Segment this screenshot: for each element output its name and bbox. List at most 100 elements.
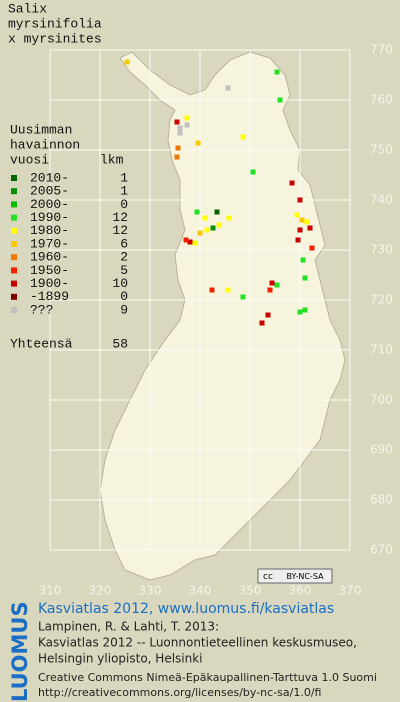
legend-count: 10 xyxy=(112,276,128,291)
occurrence-square xyxy=(267,287,273,293)
occurrence-square xyxy=(240,134,246,140)
occurrence-square xyxy=(259,320,265,326)
legend-swatch xyxy=(11,307,17,313)
legend-label: 1990- xyxy=(30,210,69,225)
x-tick-label: 310 xyxy=(39,584,62,598)
x-tick-label: 370 xyxy=(339,584,362,598)
title: x myrsinites xyxy=(8,31,102,46)
citation: Lampinen, R. & Lahti, T. 2013: xyxy=(38,620,219,634)
occurrence-square xyxy=(192,240,198,246)
cc-badge-text: cc xyxy=(263,572,273,582)
legend-count: 0 xyxy=(120,197,128,212)
grid: 310 320 330 340 350 360 3706706806907007107207… xyxy=(39,43,393,598)
legend-count: 2 xyxy=(120,250,128,265)
title: Salix xyxy=(8,1,47,16)
occurrence-square xyxy=(265,312,271,318)
occurrence-square xyxy=(289,180,295,186)
occurrence-square xyxy=(295,237,301,243)
occurrence-square xyxy=(197,230,203,236)
occurrence-square xyxy=(174,119,180,125)
y-tick-label: 710 xyxy=(370,343,393,357)
citation: Kasviatlas 2012 -- Luonnontieteellinen k… xyxy=(38,636,357,650)
legend-count: 9 xyxy=(120,302,128,317)
total: 58 xyxy=(112,336,128,351)
occurrence-square xyxy=(194,209,200,215)
y-tick-label: 740 xyxy=(370,193,393,207)
y-tick-label: 720 xyxy=(370,293,393,307)
occurrence-square xyxy=(309,245,315,251)
y-tick-label: 730 xyxy=(370,243,393,257)
x-tick-label: 350 xyxy=(239,584,262,598)
occurrence-square xyxy=(274,69,280,75)
legend-count: 1 xyxy=(120,184,128,199)
occurrence-square xyxy=(195,140,201,146)
link: Kasviatlas 2012, www.luomus.fi/kasviatla… xyxy=(38,601,334,617)
legend-swatch xyxy=(11,254,17,261)
legend-label: 1980- xyxy=(30,223,69,238)
legend-heading: vuosi xyxy=(10,152,49,167)
legend-label: 1960- xyxy=(30,250,69,265)
occurrence-square xyxy=(124,59,130,65)
occurrence-square xyxy=(274,282,280,288)
occurrence-square xyxy=(297,309,303,315)
legend-label: 1950- xyxy=(30,263,69,278)
x-tick-label: 360 xyxy=(289,584,312,598)
legend-swatch xyxy=(11,188,17,195)
occurrence-square xyxy=(297,227,303,233)
cc-badge xyxy=(257,568,333,584)
legend-count: 12 xyxy=(112,210,128,225)
legend-label: 1900- xyxy=(30,276,69,291)
legend-count: 6 xyxy=(120,236,128,251)
legend-heading: lkm xyxy=(100,152,124,167)
legend-label: 1970- xyxy=(30,236,69,251)
legend-swatch xyxy=(11,293,17,300)
occurrence-square xyxy=(225,287,231,293)
y-tick-label: 690 xyxy=(370,443,393,457)
occurrence-square xyxy=(297,197,303,203)
legend-count: 12 xyxy=(112,223,128,238)
legend-swatch xyxy=(11,267,17,274)
occurrence-square xyxy=(294,212,300,218)
y-tick-label: 770 xyxy=(370,43,393,57)
legend-count: 0 xyxy=(120,289,128,304)
occurrence-square xyxy=(210,225,216,231)
occurrences xyxy=(124,59,315,326)
occurrence-square xyxy=(240,294,246,300)
x-tick-label: 320 xyxy=(89,584,112,598)
legend-swatch xyxy=(11,201,17,208)
occurrence-square xyxy=(204,227,210,233)
legend-label: -1899 xyxy=(30,289,69,304)
cc-badge-text: BY-NC-SA xyxy=(286,572,324,581)
legend: 2010- 1 2005- 1 2000- 0 1990- 12 1980- 12 1970- 6 19… xyxy=(11,170,128,317)
license: Creative Commons Nimeä-Epäkaupallinen-Ta… xyxy=(38,671,377,684)
occurrence-square xyxy=(226,215,232,221)
finland-outline xyxy=(99,51,346,581)
occurrence-square xyxy=(299,217,305,223)
legend-heading: Uusimman xyxy=(10,122,72,137)
x-tick-label: 330 xyxy=(139,584,162,598)
occurrence-square xyxy=(302,275,308,281)
occurrence-square xyxy=(183,237,189,243)
occurrence-square xyxy=(304,219,310,225)
legend-swatch xyxy=(11,214,17,221)
legend-swatch xyxy=(11,241,17,247)
occurrence-square xyxy=(302,307,308,313)
legend-heading: havainnon xyxy=(10,137,80,152)
legend-swatch xyxy=(11,280,17,287)
occurrence-square xyxy=(187,239,193,245)
occurrence-square xyxy=(174,154,180,160)
occurrence-square xyxy=(177,125,183,131)
y-tick-label: 750 xyxy=(370,143,393,157)
legend-label: 2010- xyxy=(30,170,69,185)
occurrence-square xyxy=(307,225,313,231)
occurrence-square xyxy=(300,257,306,263)
legend-label: 2000- xyxy=(30,197,69,212)
occurrence-square xyxy=(225,85,231,91)
citation: Helsingin yliopisto, Helsinki xyxy=(38,652,203,666)
x-tick-label: 340 xyxy=(189,584,212,598)
y-tick-label: 680 xyxy=(370,493,393,507)
y-tick-label: 670 xyxy=(370,543,393,557)
legend-count: 5 xyxy=(120,263,128,278)
legend-label: 2005- xyxy=(30,184,69,199)
